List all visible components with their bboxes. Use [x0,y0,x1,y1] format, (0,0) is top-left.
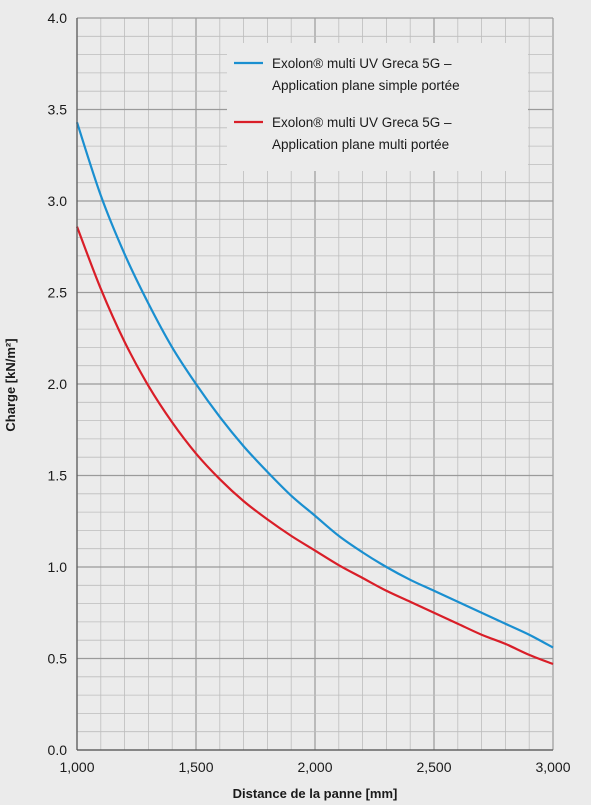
y-tick-label: 3.5 [48,102,68,118]
y-tick-label: 0.5 [48,651,68,667]
x-axis-title: Distance de la panne [mm] [233,786,398,801]
y-tick-label: 1.5 [48,468,68,484]
y-axis-title: Charge [kN/m²] [3,338,18,431]
tick-labels: 1,000 1,500 2,000 2,500 3,000 0.0 0.5 1.0 1.5 2.0… [48,10,571,775]
series-line-2 [75,226,554,666]
y-tick-label: 1.0 [48,559,68,575]
x-tick-label: 2,500 [416,759,451,775]
y-tick-label: 4.0 [48,10,68,26]
legend: Exolon® multi UV Greca 5G – Application p… [227,43,528,171]
axes [76,18,553,751]
x-tick-label: 3,000 [535,759,570,775]
legend-box [227,43,528,171]
y-tick-label: 0.0 [48,742,68,758]
legend-label-1: Application plane simple portée [272,78,460,93]
series-line-1 [75,121,554,649]
series-layer [75,121,554,666]
legend-label-2: Exolon® multi UV Greca 5G – [272,115,452,130]
y-tick-label: 2.0 [48,376,68,392]
legend-label-2: Application plane multi portée [272,137,449,152]
x-tick-label: 1,500 [178,759,213,775]
x-tick-label: 2,000 [297,759,332,775]
x-tick-label: 1,000 [59,759,94,775]
y-tick-label: 3.0 [48,193,68,209]
y-tick-label: 2.5 [48,285,68,301]
legend-label-1: Exolon® multi UV Greca 5G – [272,56,452,71]
